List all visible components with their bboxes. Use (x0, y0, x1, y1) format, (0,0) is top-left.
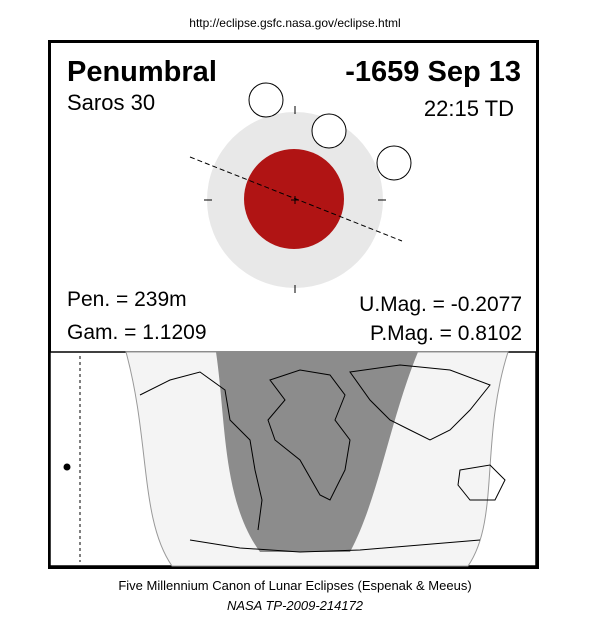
moon-positions (248, 82, 412, 181)
umbra (244, 149, 344, 249)
eclipse-type: Penumbral (67, 56, 217, 88)
gamma: Gam. = 1.1209 (67, 321, 207, 344)
canon: Five Millennium Canon of Lunar Eclipses … (118, 578, 471, 593)
world-map (49, 351, 537, 567)
penumbral-magnitude: P.Mag. = 0.8102 (370, 322, 522, 345)
eclipse-date: -1659 Sep 13 (345, 56, 521, 88)
time: 22:15 TD (424, 96, 514, 121)
url: http://eclipse.gsfc.nasa.gov/eclipse.htm… (189, 16, 400, 30)
reference: NASA TP-2009-214172 (227, 598, 364, 613)
umbral-magnitude: U.Mag. = -0.2077 (359, 293, 522, 316)
axis-ticks (204, 106, 386, 293)
moon-path (189, 156, 403, 242)
pen-duration: Pen. = 239m (67, 288, 187, 311)
saros: Saros 30 (67, 90, 155, 115)
